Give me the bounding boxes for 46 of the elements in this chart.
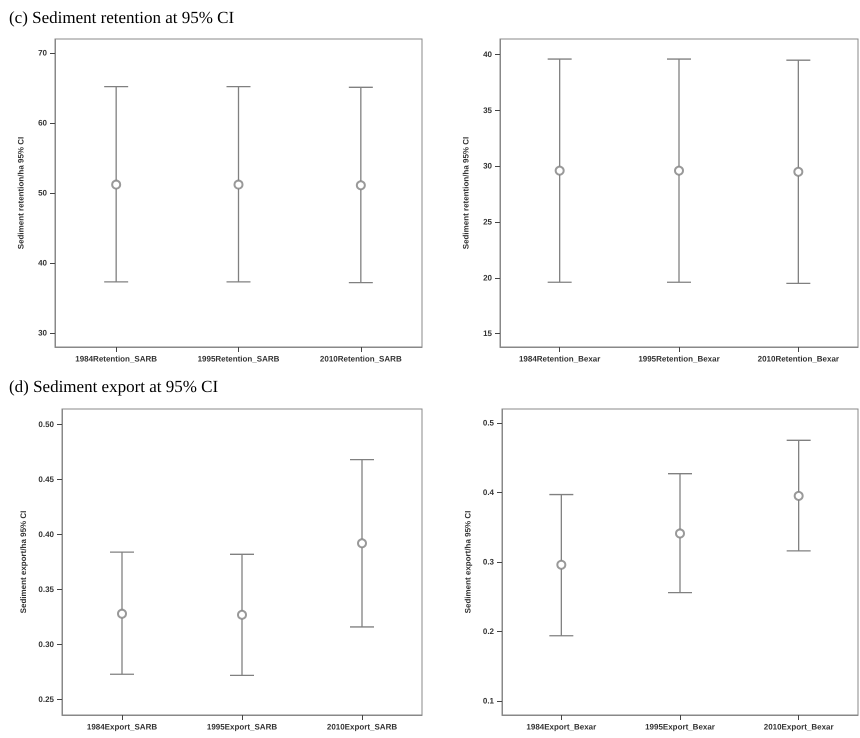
y-axis-title: Sediment retention/ha 95% CI	[462, 136, 470, 250]
point	[237, 610, 247, 620]
y-axis-title: Sediment export/ha 95% CI	[19, 510, 28, 614]
y-tick-label: 70	[38, 48, 48, 58]
point	[117, 608, 127, 619]
y-tick-label: 0.45	[38, 474, 55, 484]
y-tick-label: 0.3	[482, 558, 495, 566]
y-tick-label: 60	[38, 118, 48, 128]
y-tick-label: 35	[483, 106, 493, 115]
x-tick-label: 1995Retention_SARB	[198, 354, 280, 364]
y-axis-title: Sediment export/ha 95% CI	[463, 510, 472, 614]
x-tick-label: 2010Export_Bexar	[764, 722, 834, 732]
point	[556, 560, 566, 570]
x-tick-label: 1984Retention_Bexar	[518, 354, 600, 364]
y-tick-label: 30	[38, 328, 48, 338]
y-tick-label: 0.30	[38, 640, 55, 650]
y-axis-title: Sediment retention/ha 95% CI	[16, 136, 26, 250]
y-tick-label: 20	[483, 273, 493, 282]
y-tick-label: 25	[483, 218, 493, 227]
y-tick-label: 0.5	[482, 418, 495, 428]
x-tick-label: 2010Export_SARB	[326, 722, 398, 732]
point	[357, 538, 367, 548]
x-tick-label: 1995Export_SARB	[206, 722, 278, 732]
y-tick-label: 30	[483, 162, 493, 171]
chart-title: (d) Sediment export at 95% CI	[9, 377, 218, 396]
y-tick-label: 0.40	[38, 530, 55, 539]
y-tick-label: 50	[38, 188, 48, 198]
y-tick-label: 0.25	[38, 695, 55, 704]
x-tick-label: 1995Retention_Bexar	[638, 354, 720, 364]
x-tick-label: 1984Export_Bexar	[526, 722, 596, 732]
y-tick-label: 40	[38, 258, 48, 268]
point	[675, 528, 685, 538]
x-tick-label: 2010Retention_Bexar	[758, 354, 840, 364]
y-tick-label: 0.2	[482, 627, 495, 636]
y-tick-label: 0.50	[38, 420, 55, 429]
y-tick-label: 0.1	[482, 696, 495, 706]
x-tick-label: 2010Retention_SARB	[320, 354, 402, 364]
x-tick-label: 1995Export_Bexar	[645, 722, 715, 732]
y-tick-label: 15	[483, 329, 493, 338]
x-tick-label: 1984Export_SARB	[86, 722, 158, 732]
y-tick-label: 40	[483, 50, 493, 60]
point	[794, 490, 804, 501]
x-tick-label: 1984Retention_SARB	[75, 354, 158, 364]
y-tick-label: 0.35	[38, 585, 55, 594]
chart-title: (c) Sediment retention at 95% CI	[9, 8, 235, 27]
y-tick-label: 0.4	[482, 488, 495, 497]
